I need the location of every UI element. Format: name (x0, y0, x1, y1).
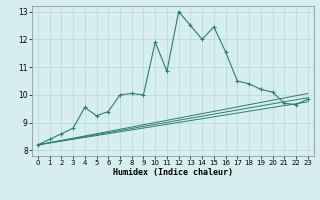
X-axis label: Humidex (Indice chaleur): Humidex (Indice chaleur) (113, 168, 233, 177)
